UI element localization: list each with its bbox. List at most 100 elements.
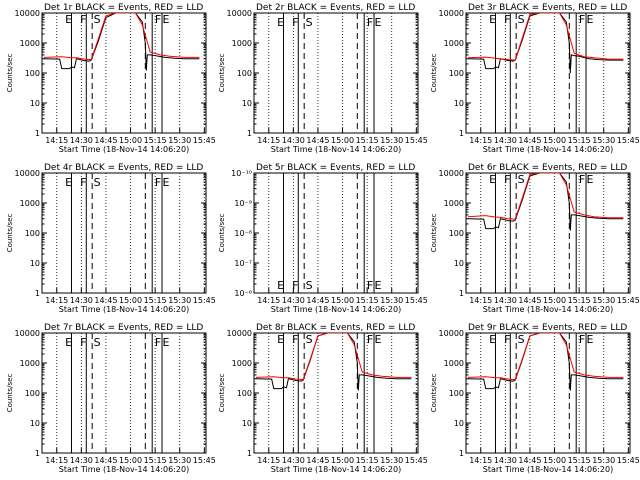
x-tick-label: 15:00 — [543, 136, 566, 145]
chart-panel-det-3: Det 3r BLACK = Events, RED = LLD 1 10 100 10… — [430, 3, 640, 154]
x-tick-label: 14:30 — [494, 456, 517, 465]
y-tick-label: 10000 — [227, 329, 252, 338]
marker-letter-f: F — [579, 13, 585, 26]
plot-frame — [253, 12, 419, 134]
marker-letter-f: F — [579, 333, 585, 346]
y-tick-label: 1000 — [232, 39, 252, 48]
y-tick-label: 10000 — [15, 169, 40, 178]
y-tick-label: 10 — [454, 99, 464, 108]
x-axis-label: Start Time (18-Nov-14 14:06:20) — [59, 305, 189, 314]
chart-panel-det-1: Det 1r BLACK = Events, RED = LLD 1 10 100 10… — [6, 3, 216, 154]
x-tick-label: 15:45 — [405, 136, 428, 145]
chart-title: Det 5r BLACK = Events, RED = LLD — [256, 163, 415, 173]
x-tick-label: 15:45 — [617, 456, 640, 465]
x-tick-label: 15:30 — [168, 456, 191, 465]
x-axis-label: Start Time (18-Nov-14 14:06:20) — [271, 145, 401, 154]
y-axis-label: Counts/sec — [218, 374, 226, 413]
y-axis-label: Counts/sec — [6, 214, 14, 253]
series-events-line — [43, 13, 200, 71]
x-tick-label: 15:30 — [592, 456, 615, 465]
x-tick-label: 15:15 — [568, 296, 591, 305]
marker-letter-f: F — [155, 13, 161, 26]
marker-letter-e: E — [277, 279, 284, 292]
chart-title: Det 7r BLACK = Events, RED = LLD — [44, 323, 203, 333]
y-tick-label: 10000 — [15, 329, 40, 338]
series-events-line — [467, 13, 624, 74]
x-axis-label: Start Time (18-Nov-14 14:06:20) — [483, 305, 613, 314]
marker-letter-f: F — [367, 333, 373, 346]
marker-letter-s: S — [306, 333, 313, 346]
marker-letter-f: F — [80, 13, 86, 26]
x-tick-label: 15:15 — [568, 456, 591, 465]
y-tick-label: 1000 — [444, 39, 464, 48]
y-tick-label: 1 — [35, 449, 40, 458]
y-tick-label: 100 — [25, 69, 40, 78]
chart-panel-det-2: Det 2r BLACK = Events, RED = LLD 1 10 100 10… — [218, 3, 428, 154]
x-tick-label: 14:30 — [494, 296, 517, 305]
x-tick-label: 15:45 — [617, 296, 640, 305]
series-lld-line — [43, 13, 200, 61]
x-axis-label: Start Time (18-Nov-14 14:06:20) — [271, 305, 401, 314]
chart-panel-det-5: Det 5r BLACK = Events, RED = LLD 10⁻⁶ 10⁻⁷… — [218, 163, 428, 314]
marker-letter-e: E — [65, 13, 72, 26]
marker-letter-s: S — [518, 173, 525, 186]
x-tick-label: 14:30 — [282, 456, 305, 465]
y-tick-label: 10⁻¹⁰ — [231, 169, 252, 178]
x-axis-label: Start Time (18-Nov-14 14:06:20) — [271, 465, 401, 474]
x-tick-label: 14:45 — [94, 136, 117, 145]
y-axis-label: Counts/sec — [6, 54, 14, 93]
x-tick-label: 14:15 — [257, 136, 280, 145]
x-tick-label: 14:15 — [45, 456, 68, 465]
y-tick-label: 10⁻⁸ — [234, 229, 252, 238]
x-tick-label: 14:15 — [469, 136, 492, 145]
marker-letter-e: E — [489, 13, 496, 26]
y-tick-label: 10 — [242, 99, 252, 108]
marker-letter-e: E — [162, 336, 169, 349]
y-tick-label: 100 — [25, 389, 40, 398]
y-tick-label: 100 — [25, 229, 40, 238]
x-tick-label: 15:15 — [356, 296, 379, 305]
series-events-line — [467, 333, 624, 391]
x-tick-label: 15:45 — [405, 456, 428, 465]
chart-panel-det-7: Det 7r BLACK = Events, RED = LLD 1 10 100 10… — [6, 323, 216, 474]
x-tick-label: 14:45 — [94, 296, 117, 305]
y-tick-label: 10000 — [439, 329, 464, 338]
marker-letter-e: E — [65, 336, 72, 349]
x-tick-label: 15:15 — [356, 136, 379, 145]
y-tick-label: 100 — [449, 389, 464, 398]
marker-letter-f: F — [292, 16, 298, 29]
y-tick-label: 10 — [30, 99, 40, 108]
x-tick-label: 14:15 — [45, 296, 68, 305]
chart-panel-det-6: Det 6r BLACK = Events, RED = LLD 1 10 100 10… — [430, 163, 640, 314]
y-tick-label: 100 — [237, 389, 252, 398]
y-tick-label: 1000 — [232, 359, 252, 368]
x-tick-label: 14:15 — [257, 296, 280, 305]
y-axis-label: Counts/sec — [6, 374, 14, 413]
x-tick-label: 14:45 — [306, 456, 329, 465]
chart-title: Det 9r BLACK = Events, RED = LLD — [468, 323, 627, 333]
x-tick-label: 14:45 — [518, 296, 541, 305]
y-tick-label: 10⁻⁶ — [234, 289, 252, 298]
y-tick-label: 1000 — [444, 359, 464, 368]
marker-letter-f: F — [292, 279, 298, 292]
x-tick-label: 14:30 — [282, 136, 305, 145]
x-tick-label: 15:00 — [543, 296, 566, 305]
chart-panel-det-9: Det 9r BLACK = Events, RED = LLD 1 10 100 10… — [430, 323, 640, 474]
plot-frame — [465, 12, 631, 134]
chart-title: Det 2r BLACK = Events, RED = LLD — [256, 3, 415, 13]
x-tick-label: 15:30 — [168, 296, 191, 305]
y-tick-label: 10 — [242, 419, 252, 428]
marker-letter-e: E — [374, 279, 381, 292]
x-tick-label: 14:45 — [94, 456, 117, 465]
y-axis-label: Counts/sec — [430, 214, 438, 253]
marker-letter-f: F — [155, 176, 161, 189]
x-tick-label: 15:15 — [144, 296, 167, 305]
chart-panel-det-4: Det 4r BLACK = Events, RED = LLD 1 10 100 10… — [6, 163, 216, 314]
plot-frame — [465, 172, 631, 294]
x-tick-label: 15:00 — [119, 456, 142, 465]
x-tick-label: 15:45 — [193, 136, 216, 145]
chart-title: Det 6r BLACK = Events, RED = LLD — [468, 163, 627, 173]
marker-letter-f: F — [80, 176, 86, 189]
x-tick-label: 15:45 — [405, 296, 428, 305]
x-tick-label: 15:45 — [193, 296, 216, 305]
